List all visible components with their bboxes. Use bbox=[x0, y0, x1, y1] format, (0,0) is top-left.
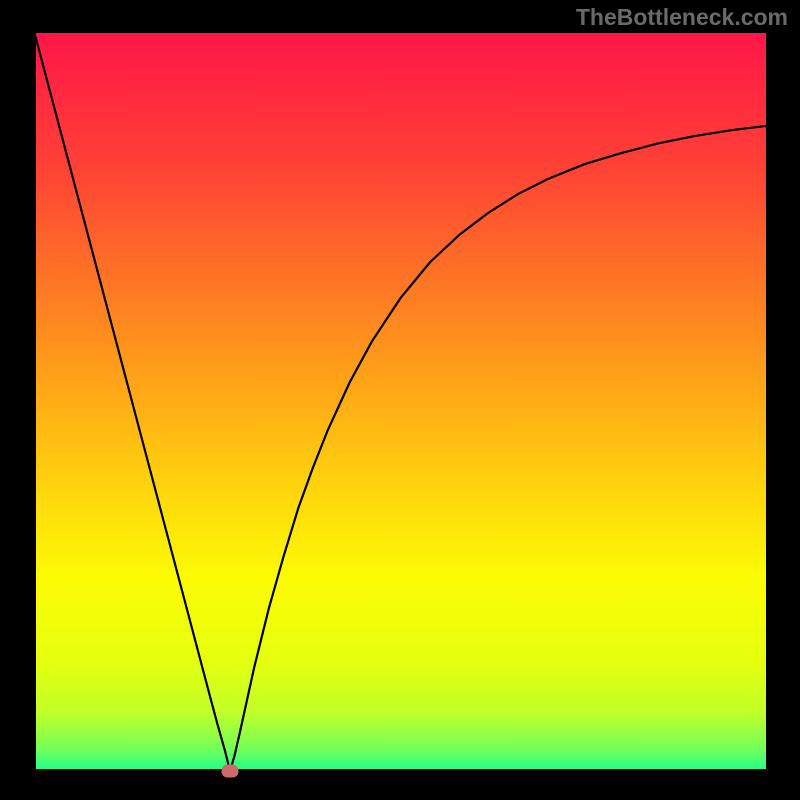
chart-container: TheBottleneck.com bbox=[0, 0, 800, 800]
bottleneck-chart bbox=[34, 31, 768, 771]
chart-background bbox=[34, 31, 768, 771]
watermark-text: TheBottleneck.com bbox=[576, 4, 788, 31]
